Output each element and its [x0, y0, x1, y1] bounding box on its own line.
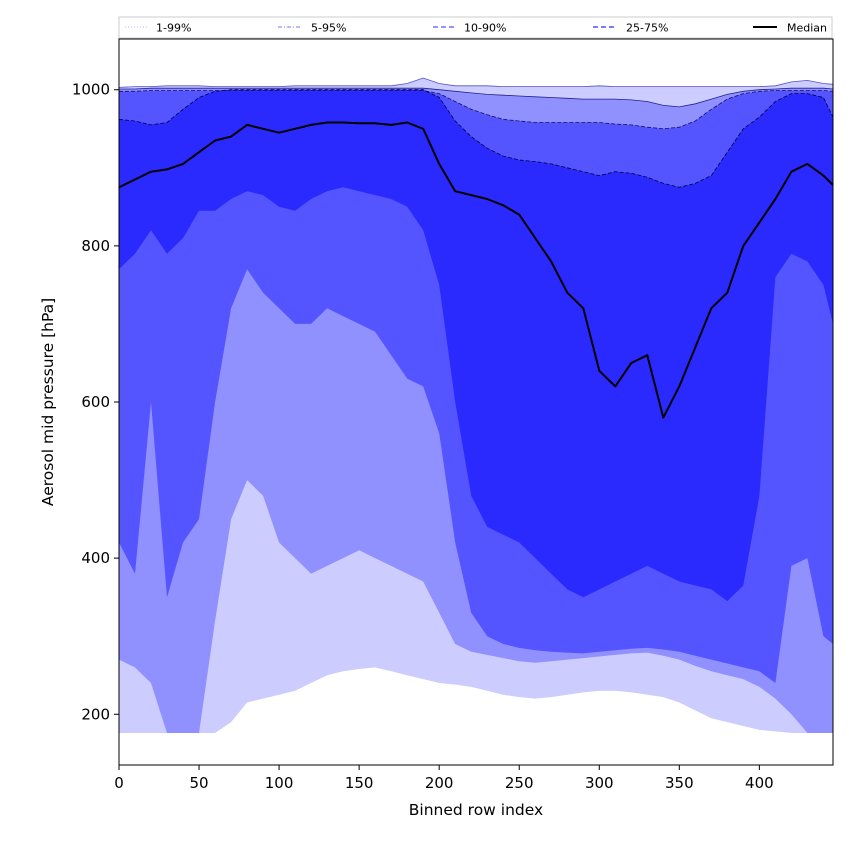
legend-frame	[118, 16, 833, 39]
band-edge-1-99%	[119, 77, 833, 88]
y-tick-label: 400	[81, 549, 110, 567]
axes: 0 50 100 150 200 250 300 350 400 200 400 600 800 1000	[72, 38, 834, 792]
legend: 1-99% 5-95% 10-90% 25-75% Median	[118, 16, 833, 39]
x-tick-label: 400	[745, 774, 774, 792]
y-tick-label: 600	[81, 393, 110, 411]
legend-label: Median	[787, 22, 827, 35]
legend-label: 1-99%	[156, 22, 191, 35]
x-tick-label: 200	[425, 774, 454, 792]
legend-label: 10-90%	[464, 22, 506, 35]
x-tick-label: 150	[345, 774, 374, 792]
band-edge-10-90%	[119, 90, 833, 130]
band-25-75%	[119, 89, 833, 602]
x-axis-label: Binned row index	[409, 801, 543, 819]
y-tick-label: 1000	[72, 81, 110, 99]
y-axis-label: Aerosol mid pressure [hPa]	[39, 298, 57, 506]
legend-label: 5-95%	[311, 22, 346, 35]
series-line-median	[119, 121, 833, 419]
x-tick-label: 300	[585, 774, 614, 792]
legend-label: 25-75%	[626, 22, 668, 35]
y-tick-label: 800	[81, 237, 110, 255]
plot-area	[119, 77, 833, 733]
band-edge-25-75%	[119, 89, 833, 188]
x-tick-label: 0	[114, 774, 124, 792]
y-tick-label: 200	[81, 705, 110, 723]
x-tick-label: 100	[265, 774, 294, 792]
x-tick-label: 350	[665, 774, 694, 792]
x-tick-label: 50	[189, 774, 208, 792]
x-tick-label: 250	[505, 774, 534, 792]
band-edge-5-95%	[119, 87, 833, 108]
